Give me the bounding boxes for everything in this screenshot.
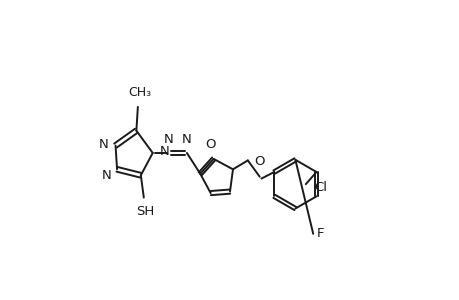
Text: N: N [164,134,174,146]
Text: SH: SH [136,205,154,218]
Text: Cl: Cl [314,181,327,194]
Text: N: N [159,145,168,158]
Text: N: N [101,169,111,182]
Text: CH₃: CH₃ [129,86,151,100]
Text: N: N [98,138,108,151]
Text: N: N [182,134,191,146]
Text: O: O [205,138,215,151]
Text: F: F [316,227,324,240]
Text: O: O [254,155,264,168]
